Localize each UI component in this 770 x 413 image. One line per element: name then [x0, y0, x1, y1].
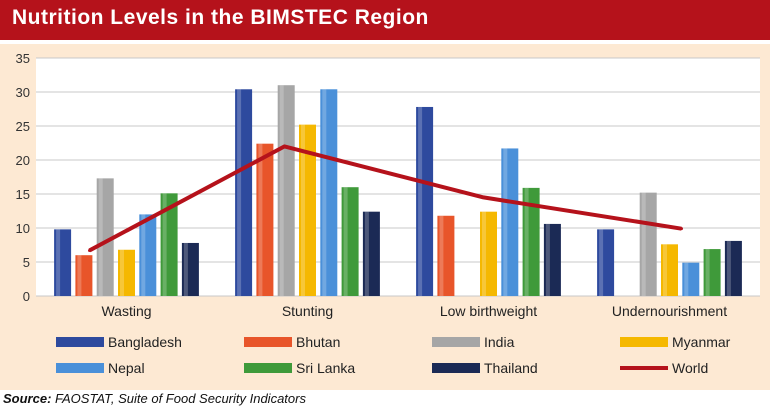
bar-highlight [663, 244, 667, 296]
source-text: FAOSTAT, Suite of Food Security Indicato… [51, 391, 306, 406]
bar-highlight [726, 240, 731, 296]
x-tick-label: Undernourishment [612, 303, 727, 319]
bar-highlight [343, 187, 348, 296]
legend-label: Bangladesh [108, 334, 182, 350]
bar-highlight [301, 124, 305, 296]
x-tick-label: Wasting [101, 303, 151, 319]
world-point [680, 227, 683, 231]
source-note: Source: FAOSTAT, Suite of Food Security … [3, 391, 306, 406]
bar [543, 223, 561, 296]
title-bar: Nutrition Levels in the BIMSTEC Region [0, 0, 770, 40]
legend-label: India [484, 334, 515, 350]
bar-highlight [364, 211, 369, 296]
bar [54, 229, 72, 296]
bar [682, 262, 700, 296]
y-tick-label: 15 [16, 187, 30, 202]
bar [96, 178, 114, 296]
bar-highlight [684, 262, 689, 296]
legend-swatch [56, 337, 104, 347]
bar-highlight [322, 89, 327, 296]
chart-title: Nutrition Levels in the BIMSTEC Region [12, 6, 429, 29]
legend-label: Myanmar [672, 334, 731, 350]
bar-highlight [599, 229, 604, 296]
world-point [482, 195, 485, 199]
bar-highlight [524, 187, 529, 296]
legend-label: World [672, 360, 708, 376]
chart-area: 0 5 10 15 20 25 30 35 Wasting Stunting Low birthwe… [0, 44, 770, 390]
bar [416, 106, 434, 297]
x-tick-label: Stunting [282, 303, 333, 319]
bar-highlight [418, 106, 423, 297]
bar [522, 187, 540, 296]
bar [256, 143, 274, 296]
bar-highlight [503, 148, 508, 296]
y-tick-label: 25 [16, 119, 30, 134]
bar [341, 187, 359, 296]
legend-swatch [244, 363, 292, 373]
bar [703, 249, 721, 296]
bar [118, 249, 135, 296]
y-tick-label: 0 [23, 289, 30, 304]
bar-highlight [183, 242, 188, 296]
legend-swatch [432, 363, 480, 373]
bar [139, 214, 157, 296]
bar [480, 211, 497, 296]
bar-highlight [482, 211, 486, 296]
world-line [88, 144, 682, 253]
legend-swatch [432, 337, 480, 347]
bar [639, 192, 657, 296]
y-tick-label: 35 [16, 51, 30, 66]
bar-highlight [56, 229, 61, 296]
world-point [88, 248, 91, 252]
bar [75, 255, 93, 296]
bar [320, 89, 338, 296]
bar-highlight [237, 89, 242, 296]
bar-highlight [641, 192, 646, 296]
bar [181, 242, 199, 296]
bar-highlight [162, 193, 167, 296]
bar-highlight [120, 249, 124, 296]
legend-label: Nepal [108, 360, 145, 376]
bar [235, 89, 253, 296]
x-tick-label: Low birthweight [440, 303, 537, 319]
bar-highlight [141, 214, 146, 296]
y-tick-label: 20 [16, 153, 30, 168]
bar [501, 148, 519, 296]
bar [597, 229, 615, 296]
bar [661, 244, 678, 296]
bar [437, 215, 455, 296]
bar [277, 85, 295, 296]
legend-label: Sri Lanka [296, 360, 355, 376]
legend-swatch [56, 363, 104, 373]
bar-highlight [258, 143, 263, 296]
legend-swatch [244, 337, 292, 347]
bar-highlight [439, 215, 444, 296]
legend-label: Bhutan [296, 334, 340, 350]
y-tick-label: 5 [23, 255, 30, 270]
chart-svg: 0 5 10 15 20 25 30 35 Wasting Stunting Low birthwe… [16, 51, 760, 376]
y-tick-label: 30 [16, 85, 30, 100]
bar-highlight [77, 255, 82, 296]
source-label: Source: [3, 391, 52, 406]
bar [724, 240, 742, 296]
legend-label: Thailand [484, 360, 538, 376]
legend-swatch [620, 337, 668, 347]
world-point [283, 144, 286, 148]
bar-highlight [705, 249, 710, 296]
bar-highlight [545, 223, 550, 296]
bar-highlight [279, 85, 284, 296]
bar-highlight [98, 178, 103, 296]
bar [299, 124, 316, 296]
bar [362, 211, 380, 296]
y-tick-label: 10 [16, 221, 30, 236]
bar [160, 193, 178, 296]
